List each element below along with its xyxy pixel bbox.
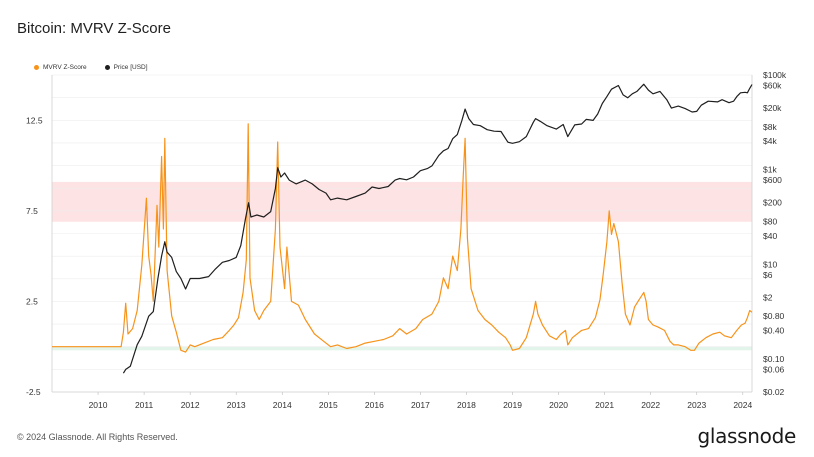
legend-dot-price xyxy=(104,65,110,70)
x-tick-label: 2021 xyxy=(595,400,614,410)
y-right-tick-label: $0.02 xyxy=(763,387,785,397)
y-left-tick-label: 7.5 xyxy=(26,206,38,216)
y-right-tick-label: $0.10 xyxy=(763,354,785,364)
glassnode-logo[interactable]: glassnode xyxy=(697,424,796,448)
x-tick-label: 2016 xyxy=(365,400,384,410)
legend: MVRV Z-Score Price [USD] xyxy=(34,64,148,71)
y-right-tick-label: $20k xyxy=(763,103,782,113)
y-right-tick-label: $200 xyxy=(763,198,782,208)
x-tick-label: 2014 xyxy=(273,400,292,410)
band-1 xyxy=(52,346,752,351)
y-left-tick-label: 2.5 xyxy=(26,296,38,306)
y-right-tick-label: $40 xyxy=(763,231,777,241)
zscore-series-line xyxy=(52,123,753,353)
y-right-tick-label: $4k xyxy=(763,136,777,146)
y-right-tick-label: $10 xyxy=(763,259,777,269)
y-right-tick-label: $8k xyxy=(763,122,777,132)
y-right-tick-label: $60k xyxy=(763,80,782,90)
y-right-tick-label: $1k xyxy=(763,165,777,175)
x-tick-label: 2018 xyxy=(457,400,476,410)
legend-item-zscore[interactable]: MVRV Z-Score xyxy=(34,64,87,71)
x-tick-label: 2011 xyxy=(135,400,154,410)
x-tick-label: 2019 xyxy=(503,400,522,410)
x-tick-label: 2017 xyxy=(411,400,430,410)
legend-label-zscore: MVRV Z-Score xyxy=(43,64,87,71)
y-right-tick-label: $100k xyxy=(763,70,787,80)
y-right-tick-label: $600 xyxy=(763,175,782,185)
x-tick-label: 2015 xyxy=(319,400,338,410)
legend-item-price[interactable]: Price [USD] xyxy=(104,64,148,71)
chart-title: Bitcoin: MVRV Z-Score xyxy=(17,20,171,37)
x-tick-label: 2013 xyxy=(227,400,246,410)
y-right-tick-label: $0.06 xyxy=(763,364,785,374)
band-0 xyxy=(52,181,752,222)
legend-label-price: Price [USD] xyxy=(113,64,148,71)
x-tick-label: 2010 xyxy=(89,400,108,410)
y-right-tick-label: $2 xyxy=(763,292,773,302)
y-right-tick-label: $80 xyxy=(763,217,777,227)
chart-canvas: 12.5 7.5 2.5 -2.5 $100k$60k $20k $8k $4k $1k$600… xyxy=(26,70,787,410)
price-series-line xyxy=(122,83,753,374)
x-tick-label: 2022 xyxy=(641,400,660,410)
copyright-footer: © 2024 Glassnode. All Rights Reserved. xyxy=(17,432,178,442)
y-right-tick-label: $0.80 xyxy=(763,311,785,321)
legend-dot-zscore xyxy=(34,65,39,70)
y-left-tick-label: 12.5 xyxy=(26,115,43,125)
y-right-tick-label: $0.40 xyxy=(763,325,785,335)
x-tick-label: 2012 xyxy=(181,400,200,410)
x-tick-label: 2020 xyxy=(549,400,568,410)
y-left-tick-label: -2.5 xyxy=(26,387,41,397)
x-tick-label: 2023 xyxy=(687,400,706,410)
y-right-tick-label: $6 xyxy=(763,270,773,280)
x-tick-label: 2024 xyxy=(733,400,752,410)
